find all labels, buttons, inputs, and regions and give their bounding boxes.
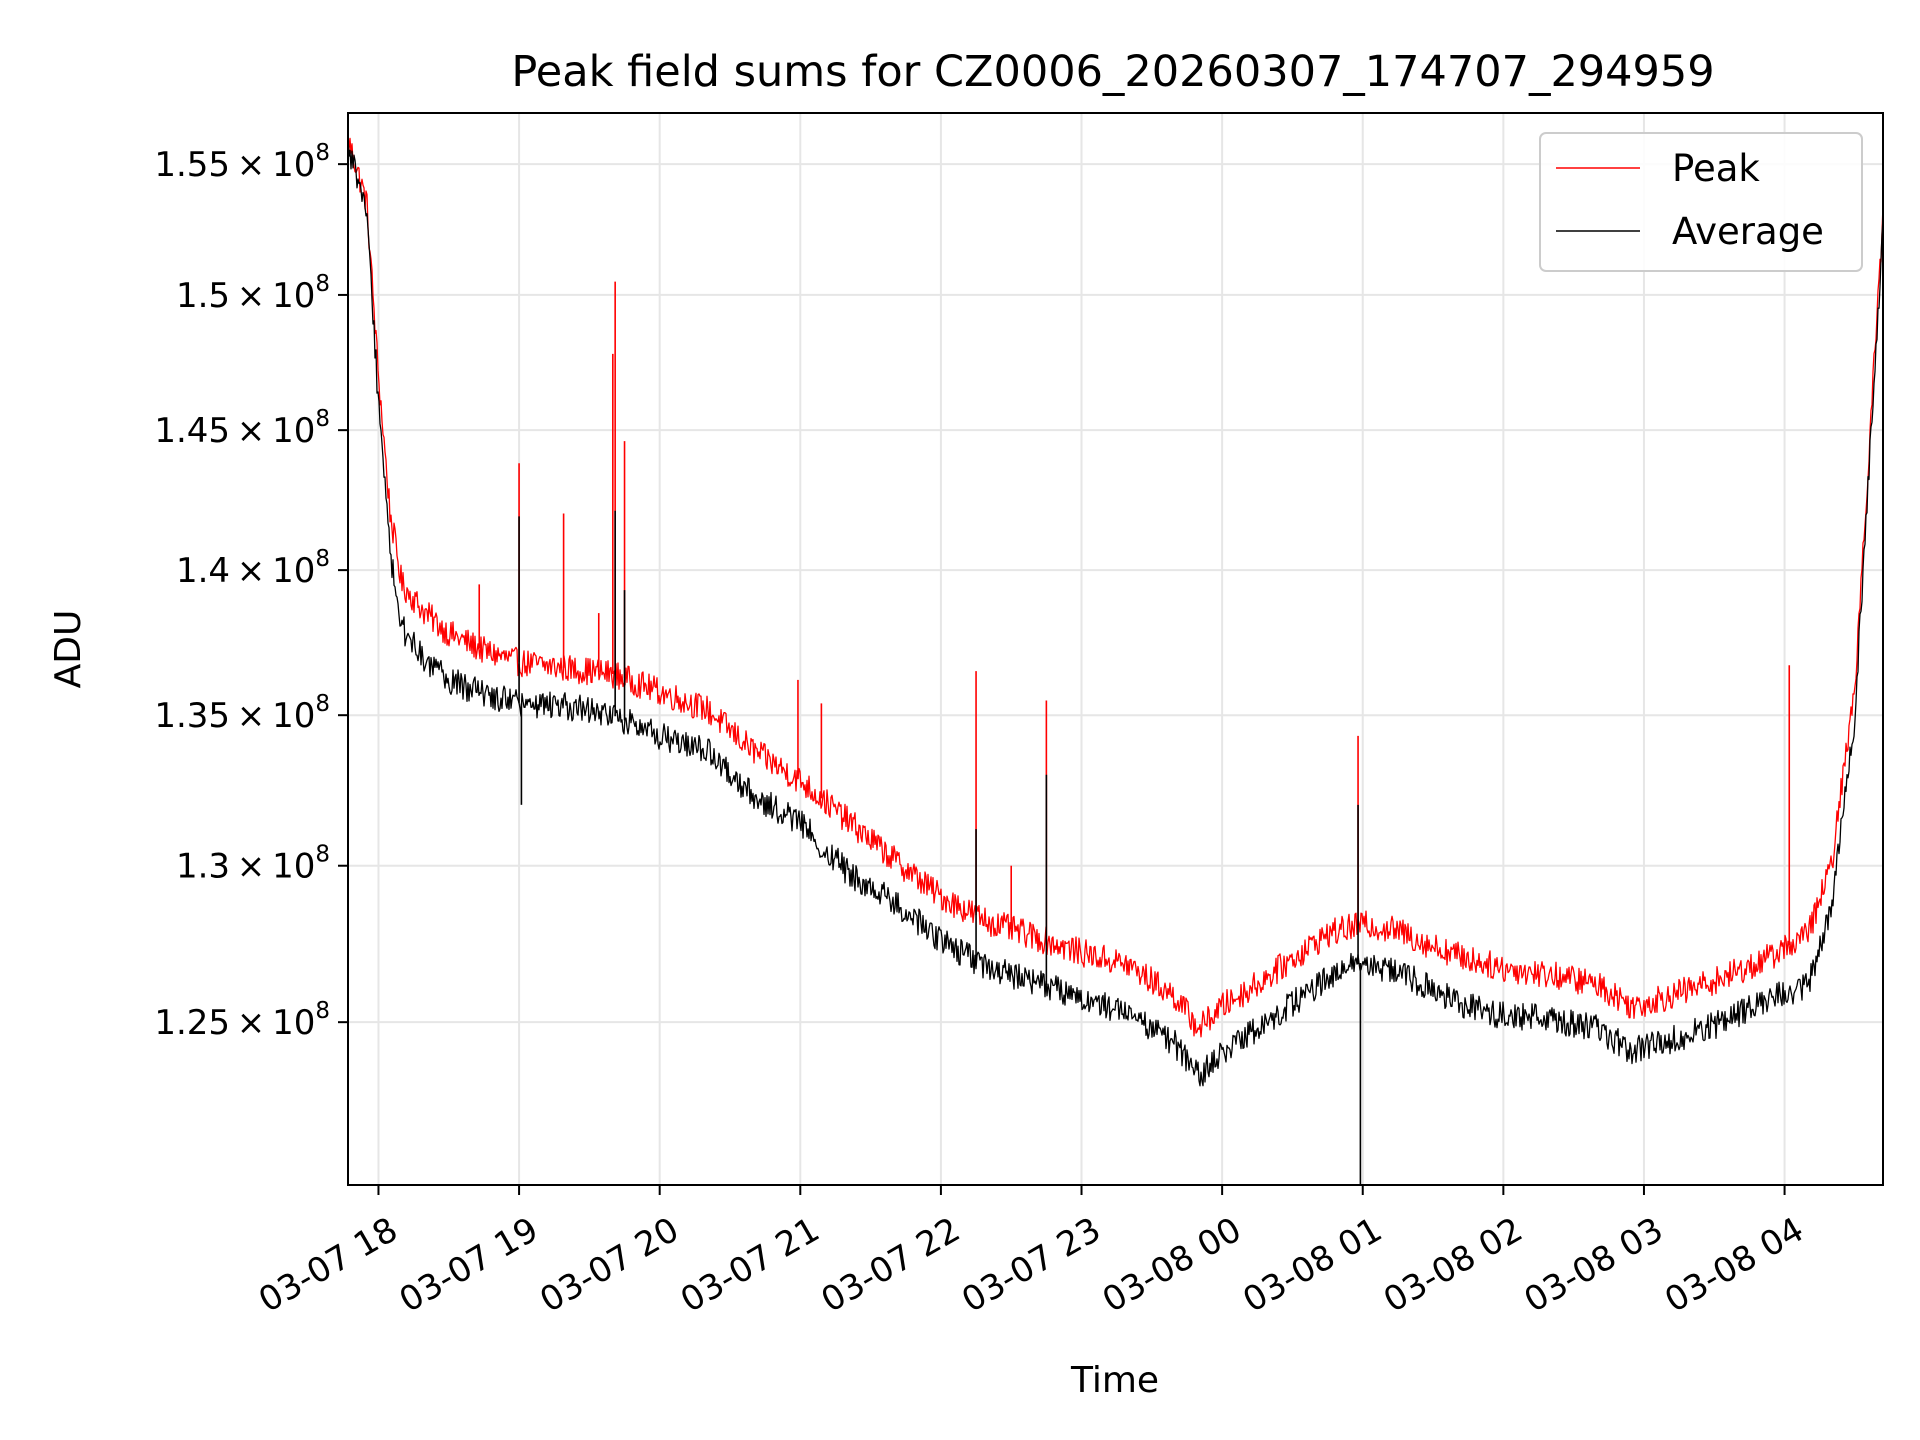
y-tick-label: 1.45 × 108	[154, 406, 330, 451]
y-tick-label: 1.3 × 108	[176, 842, 330, 887]
plot-area	[348, 113, 1883, 1185]
legend: Peak Average	[1539, 132, 1863, 272]
series-layer	[348, 132, 1883, 1185]
y-tick-label: 1.25 × 108	[154, 998, 330, 1043]
legend-label-average: Average	[1672, 210, 1824, 253]
plot-frame	[347, 112, 1884, 1186]
y-axis-label: ADU	[48, 610, 89, 689]
x-axis-label: Time	[1070, 1360, 1159, 1401]
y-tick-label: 1.5 × 108	[176, 271, 330, 316]
y-tick-label: 1.35 × 108	[154, 691, 330, 736]
grid	[348, 113, 1883, 1185]
series-line-average	[348, 136, 1883, 1087]
series-line-peak	[348, 132, 1883, 1038]
y-axis: 1.25 × 108 1.3 × 108 1.35 × 108 1.4 × 108 1.…	[154, 140, 348, 1043]
y-tick-label: 1.55 × 108	[154, 140, 330, 185]
legend-label-peak: Peak	[1672, 147, 1760, 190]
chart-title: Peak field sums for CZ0006_20260307_1747…	[511, 47, 1714, 97]
y-tick-label: 1.4 × 108	[176, 546, 330, 591]
